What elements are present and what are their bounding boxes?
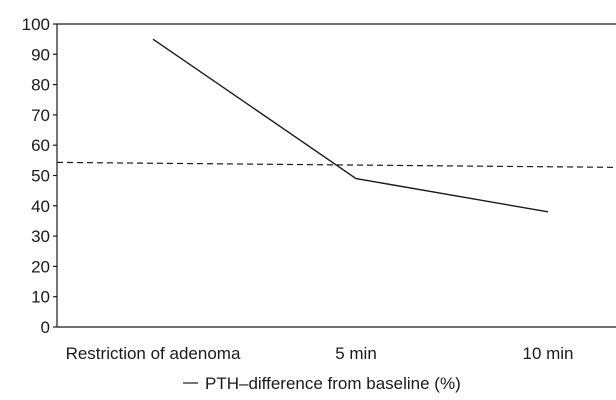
y-tick-label: 60 — [31, 136, 50, 155]
series-line — [152, 38, 549, 213]
y-tick-label: 10 — [31, 288, 50, 307]
y-tick-label: 0 — [41, 318, 50, 337]
y-tick-label: 30 — [31, 227, 50, 246]
legend: PTH–difference from baseline (%) — [183, 374, 461, 393]
y-tick-label: 70 — [31, 106, 50, 125]
y-tick-label: 80 — [31, 76, 50, 95]
y-ticks: 0 10 20 30 40 50 60 70 80 90 100 — [22, 15, 57, 337]
x-tick-label: 5 min — [335, 344, 377, 363]
y-tick-label: 40 — [31, 197, 50, 216]
y-tick-label: 100 — [22, 15, 50, 34]
x-ticks: Restriction of adenoma 5 min 10 min — [66, 344, 574, 363]
reference-line — [56, 161, 616, 168]
y-tick-label: 50 — [31, 167, 50, 186]
x-tick-label: Restriction of adenoma — [66, 344, 241, 363]
plot-frame — [56, 23, 616, 328]
legend-label: PTH–difference from baseline (%) — [205, 374, 461, 393]
y-tick-label: 90 — [31, 45, 50, 64]
x-tick-label: 10 min — [522, 344, 573, 363]
series-layer — [56, 38, 616, 213]
y-tick-label: 20 — [31, 257, 50, 276]
